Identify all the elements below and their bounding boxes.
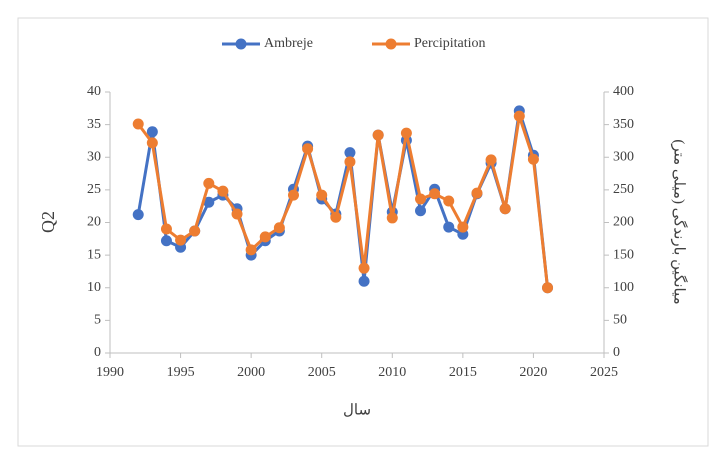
- marker: [443, 195, 455, 207]
- marker: [542, 282, 554, 294]
- marker: [344, 147, 356, 159]
- marker: [358, 262, 370, 274]
- x-tick-label: 2015: [449, 365, 477, 380]
- y2-tick-label: 250: [613, 182, 634, 197]
- marker: [132, 209, 144, 221]
- marker: [372, 129, 384, 141]
- chart-border: [17, 17, 709, 447]
- y-tick-label: 20: [87, 215, 101, 230]
- x-tick-label: 2010: [378, 365, 406, 380]
- marker: [259, 231, 271, 243]
- x-axis-title: سال: [343, 402, 371, 418]
- marker: [146, 137, 158, 149]
- y2-tick-label: 150: [613, 247, 634, 262]
- legend-marker: [385, 38, 397, 50]
- marker: [429, 188, 441, 200]
- marker: [344, 156, 356, 168]
- marker: [203, 177, 215, 189]
- marker: [513, 110, 525, 122]
- y-tick-label: 15: [87, 247, 101, 262]
- marker: [330, 211, 342, 223]
- marker: [499, 203, 511, 215]
- marker: [245, 244, 257, 256]
- y2-tick-label: 100: [613, 280, 634, 295]
- marker: [273, 222, 285, 234]
- y2-tick-label: 400: [613, 84, 634, 99]
- y-tick-label: 10: [87, 280, 101, 295]
- marker: [415, 193, 427, 205]
- marker: [457, 221, 469, 233]
- marker: [203, 196, 215, 208]
- y-tick-label: 30: [87, 149, 101, 164]
- marker: [160, 223, 172, 235]
- y2-tick-label: 350: [613, 117, 634, 132]
- marker: [217, 185, 229, 197]
- x-tick-label: 2000: [237, 365, 265, 380]
- x-tick-label: 1995: [167, 365, 195, 380]
- series-line: [137, 114, 550, 288]
- legend-marker: [235, 38, 247, 50]
- x-tick-label: 2005: [308, 365, 336, 380]
- marker: [231, 208, 243, 220]
- marker: [386, 212, 398, 224]
- x-tick-label: 2020: [519, 365, 547, 380]
- y2-tick-label: 300: [613, 149, 634, 164]
- y-axis-title: Q2: [38, 211, 58, 233]
- x-tick-label: 1990: [96, 365, 124, 380]
- legend-label: Percipitation: [414, 36, 486, 51]
- x-tick-label: 2025: [590, 365, 618, 380]
- marker: [175, 234, 187, 246]
- marker: [443, 221, 455, 233]
- marker: [189, 225, 201, 237]
- y2-axis-title: میانگین بارندگی (میلی متر): [671, 139, 689, 304]
- marker: [146, 126, 158, 138]
- marker: [132, 118, 144, 130]
- marker: [160, 235, 172, 247]
- marker: [302, 143, 314, 155]
- marker: [400, 127, 412, 139]
- marker: [415, 205, 427, 217]
- marker: [316, 189, 328, 201]
- y2-tick-label: 0: [613, 345, 620, 360]
- marker: [287, 189, 299, 201]
- marker: [358, 275, 370, 287]
- y-tick-label: 25: [87, 182, 101, 197]
- y-tick-label: 40: [87, 84, 101, 99]
- marker: [471, 187, 483, 199]
- y-tick-label: 0: [94, 345, 101, 360]
- legend-label: Ambreje: [264, 36, 313, 51]
- y2-tick-label: 50: [613, 313, 627, 328]
- y-tick-label: 5: [94, 313, 101, 328]
- marker: [527, 153, 539, 165]
- y-tick-label: 35: [87, 117, 101, 132]
- y2-tick-label: 200: [613, 215, 634, 230]
- marker: [485, 154, 497, 166]
